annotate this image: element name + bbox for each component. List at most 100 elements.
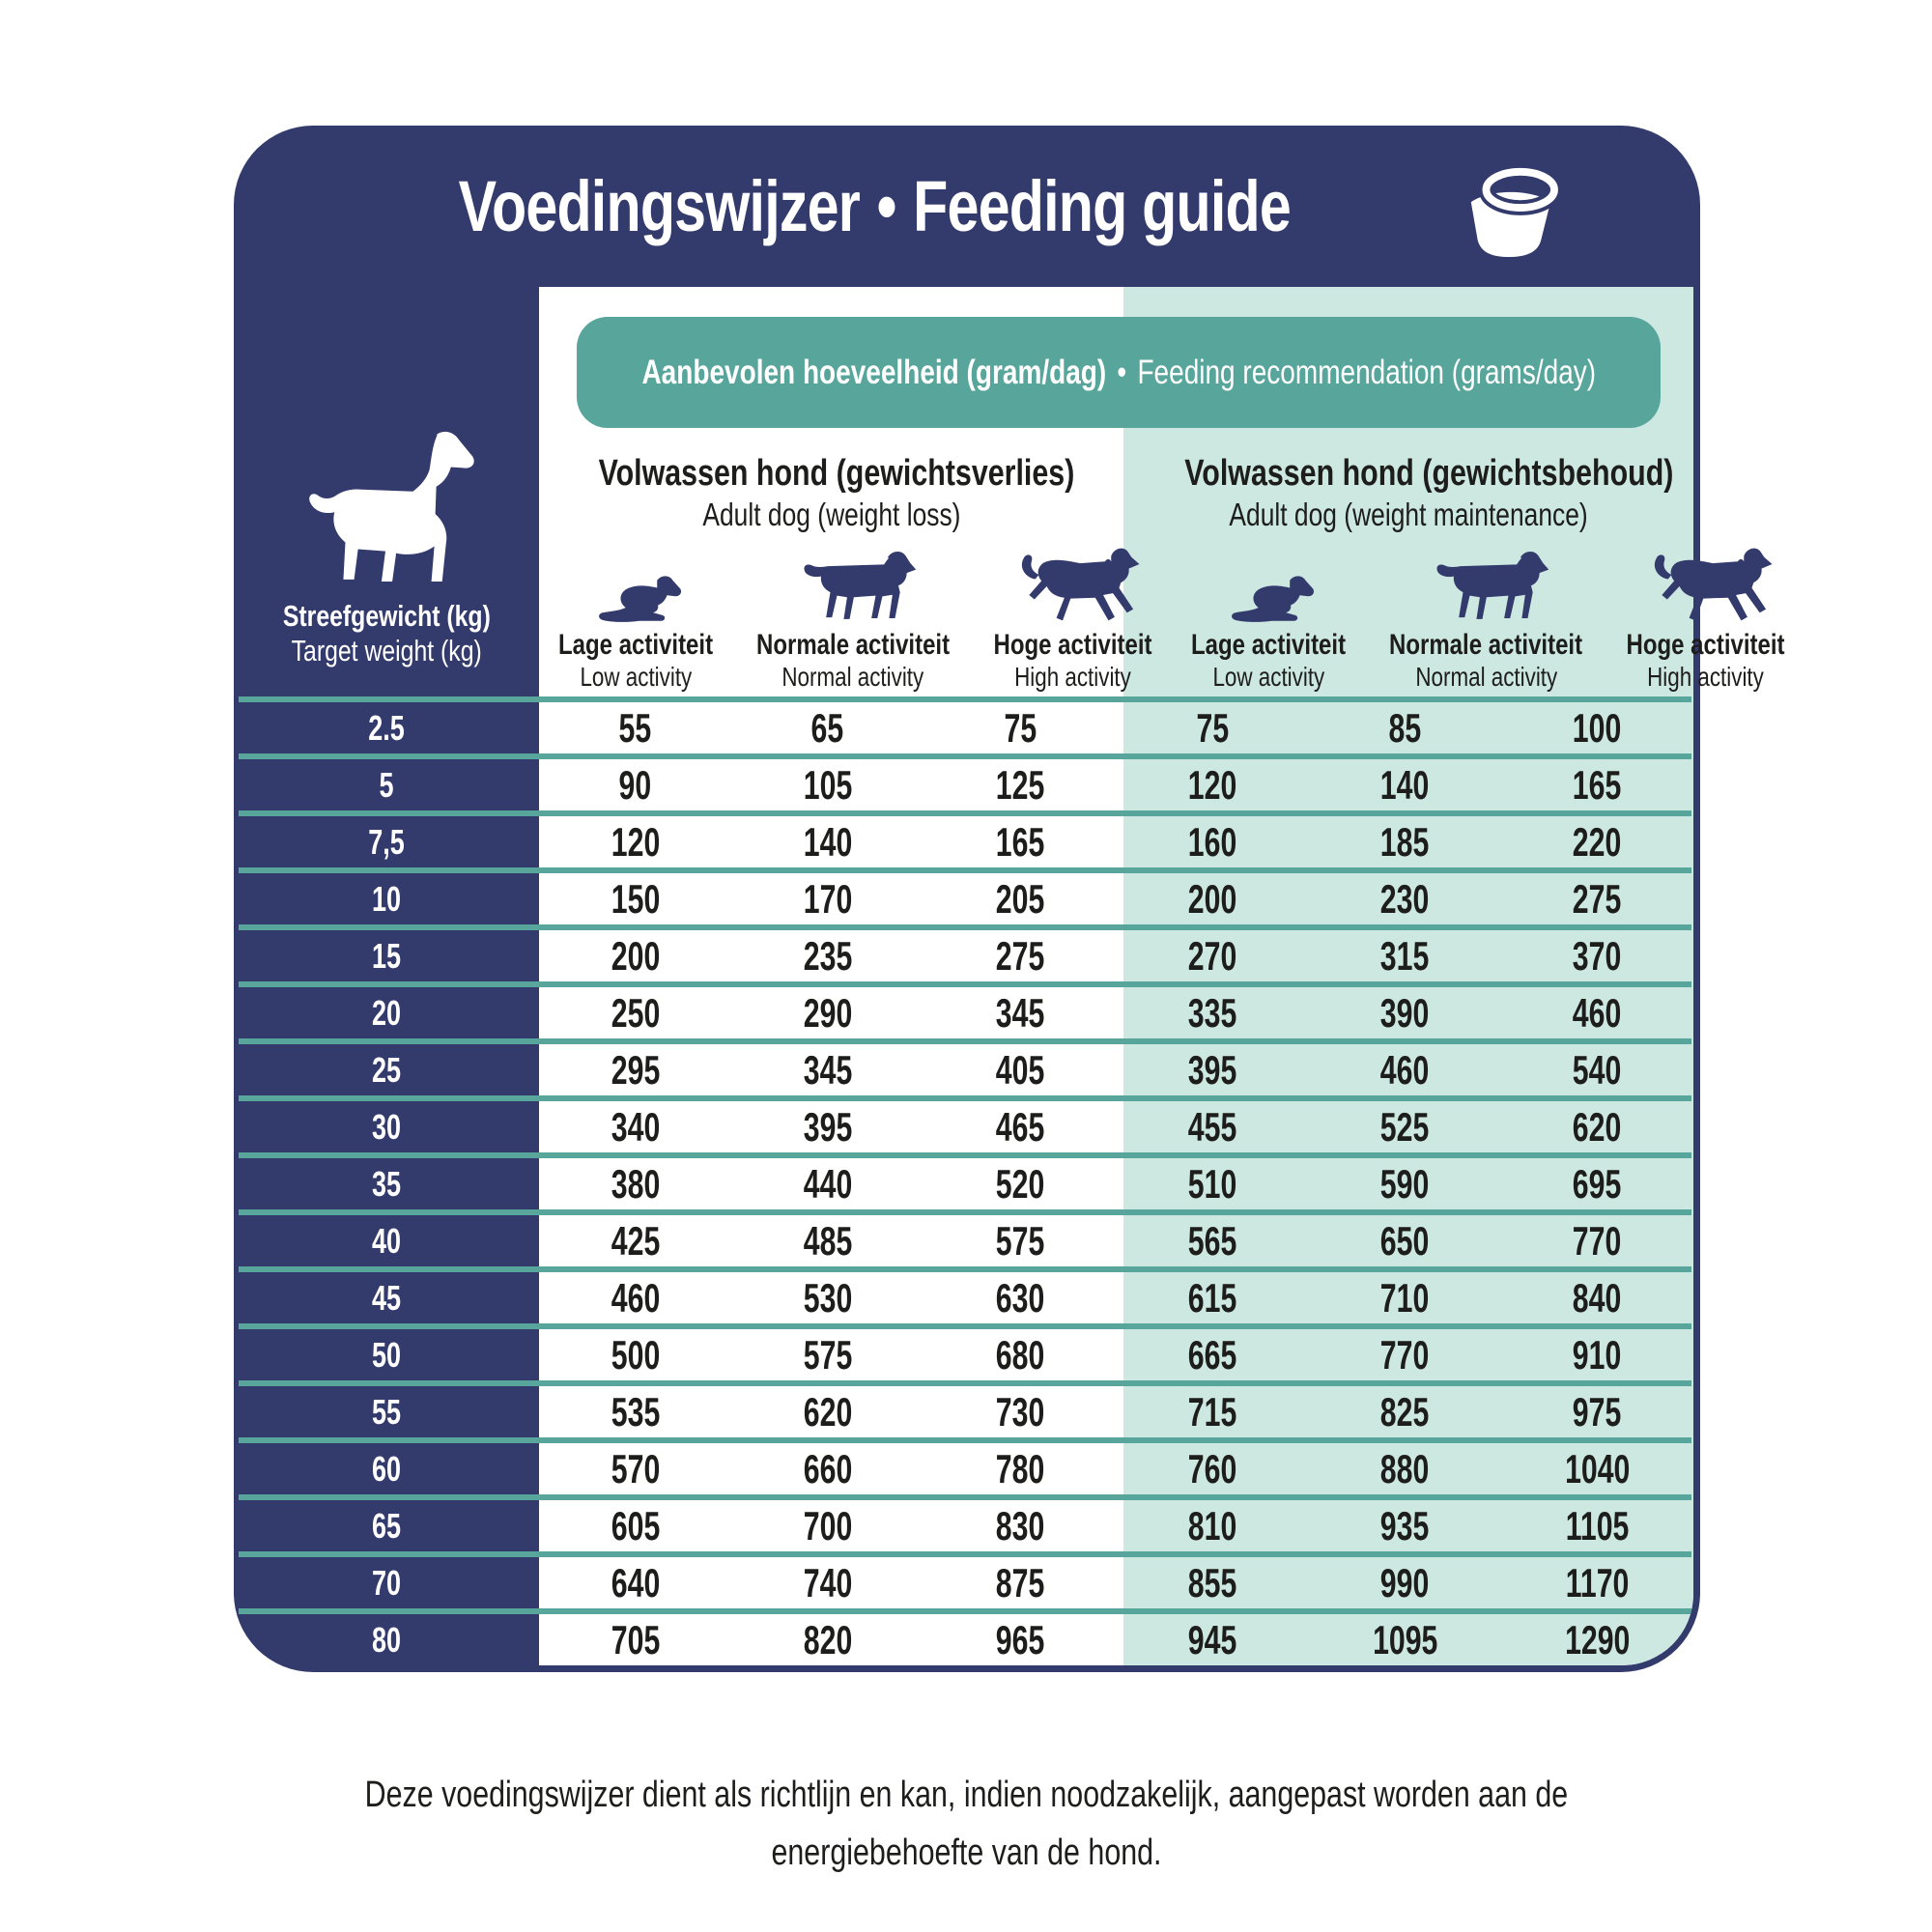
table-row: 60 570 660 780 760 880 1040	[234, 1437, 1693, 1494]
maintenance-amount-cell: 370	[1573, 932, 1622, 979]
running-dog-icon	[1639, 544, 1773, 625]
loss-amount-cell: 345	[803, 1046, 852, 1093]
standing-dog-icon	[292, 429, 481, 585]
loss-amount-cell: 630	[995, 1274, 1045, 1321]
loss-amount-cell: 820	[803, 1616, 852, 1662]
table-row: 5 90 105 125 120 140 165	[234, 753, 1693, 810]
weight-cell: 55	[371, 1391, 402, 1432]
maintenance-amount-cell: 565	[1187, 1217, 1237, 1264]
table-row: 15 200 235 275 270 315 370	[234, 924, 1693, 981]
loss-amount-cell: 575	[995, 1217, 1045, 1264]
loss-amount-cell: 340	[611, 1103, 660, 1150]
loss-amount-cell: 680	[995, 1331, 1045, 1378]
section-weight-loss: Volwassen hond (gewichtsverlies) Adult d…	[539, 452, 1123, 535]
loss-amount-cell: 875	[995, 1559, 1045, 1605]
maintenance-amount-cell: 945	[1187, 1616, 1237, 1662]
section-weight-maintenance-title-en: Adult dog (weight maintenance)	[1229, 497, 1588, 532]
maintenance-amount-cell: 1170	[1565, 1559, 1630, 1605]
weight-column-label-nl: Streefgewicht (kg)	[282, 599, 491, 633]
loss-amount-cell: 705	[611, 1616, 660, 1662]
table-row: 50 500 575 680 665 770 910	[234, 1323, 1693, 1380]
maintenance-amount-cell: 315	[1380, 932, 1430, 979]
maintenance-amount-cell: 160	[1187, 818, 1237, 865]
loss-amount-cell: 640	[611, 1559, 660, 1605]
loss-amount-cell: 535	[611, 1388, 660, 1435]
weight-cell: 5	[379, 764, 394, 805]
maintenance-amount-cell: 935	[1380, 1502, 1430, 1548]
maintenance-amount-cell: 910	[1573, 1331, 1622, 1378]
maintenance-amount-cell: 710	[1380, 1274, 1430, 1321]
weight-cell: 20	[371, 992, 402, 1033]
column-maint-normal-activity: Normale activiteit Normal activity	[1365, 543, 1606, 693]
maintenance-amount-cell: 695	[1573, 1160, 1622, 1207]
maintenance-amount-cell: 460	[1573, 989, 1622, 1036]
loss-amount-cell: 235	[803, 932, 852, 979]
lying-dog-icon	[585, 544, 686, 625]
table-row: 40 425 485 575 565 650 770	[234, 1209, 1693, 1266]
maintenance-amount-cell: 200	[1187, 875, 1237, 922]
dog-bowl-icon	[1471, 163, 1563, 257]
loss-amount-cell: 120	[611, 818, 660, 865]
running-dog-icon	[1007, 544, 1140, 625]
maintenance-amount-cell: 840	[1573, 1274, 1622, 1321]
table-row: 7,5 120 140 165 160 185 220	[234, 810, 1693, 867]
loss-amount-cell: 405	[995, 1046, 1045, 1093]
section-weight-loss-title-en: Adult dog (weight loss)	[701, 497, 961, 532]
loss-amount-cell: 830	[995, 1502, 1045, 1548]
maintenance-amount-cell: 825	[1380, 1388, 1430, 1435]
loss-amount-cell: 660	[803, 1445, 852, 1492]
maintenance-amount-cell: 1095	[1372, 1616, 1437, 1662]
footer-line-2: energiebehoefte van de hond.	[770, 1833, 1161, 1873]
loss-amount-cell: 75	[1004, 704, 1037, 751]
table-row: 35 380 440 520 510 590 695	[234, 1152, 1693, 1209]
maintenance-amount-cell: 100	[1573, 704, 1622, 751]
maintenance-amount-cell: 975	[1573, 1388, 1622, 1435]
weight-cell: 45	[371, 1277, 402, 1318]
label-low-activity-en: Low activity	[1212, 662, 1325, 692]
section-weight-loss-title-nl: Volwassen hond (gewichtsverlies)	[598, 453, 1075, 494]
weight-column-header: Streefgewicht (kg) Target weight (kg)	[234, 415, 539, 668]
loss-amount-cell: 575	[803, 1331, 852, 1378]
maintenance-amount-cell: 165	[1573, 761, 1622, 808]
band-bullet: •	[1117, 353, 1126, 391]
loss-amount-cell: 165	[995, 818, 1045, 865]
loss-amount-cell: 425	[611, 1217, 660, 1264]
loss-amount-cell: 500	[611, 1331, 660, 1378]
weight-cell: 30	[371, 1106, 402, 1147]
weight-cell: 60	[371, 1448, 402, 1489]
loss-amount-cell: 380	[611, 1160, 660, 1207]
weight-cell: 7,5	[368, 821, 405, 862]
maintenance-amount-cell: 85	[1388, 704, 1422, 751]
recommendation-band: Aanbevolen hoeveelheid (gram/dag) • Feedin…	[577, 317, 1661, 428]
maintenance-amount-cell: 1105	[1565, 1502, 1630, 1548]
label-normal-activity-nl: Normale activiteit	[756, 629, 951, 661]
loss-amount-cell: 485	[803, 1217, 852, 1264]
column-maint-high-activity: Hoge activiteit High activity	[1606, 543, 1804, 693]
maintenance-amount-cell: 460	[1380, 1046, 1430, 1093]
loss-amount-cell: 965	[995, 1616, 1045, 1662]
loss-amount-cell: 730	[995, 1388, 1045, 1435]
maintenance-amount-cell: 715	[1187, 1388, 1237, 1435]
walking-dog-icon	[789, 544, 917, 625]
loss-amount-cell: 465	[995, 1103, 1045, 1150]
loss-amount-cell: 620	[803, 1388, 852, 1435]
loss-amount-cell: 780	[995, 1445, 1045, 1492]
weight-cell: 15	[371, 935, 402, 976]
loss-amount-cell: 90	[618, 761, 652, 808]
column-loss-normal-activity: Normale activiteit Normal activity	[732, 543, 974, 693]
loss-amount-cell: 65	[810, 704, 844, 751]
maintenance-amount-cell: 270	[1187, 932, 1237, 979]
loss-amount-cell: 105	[803, 761, 852, 808]
table-row: 10 150 170 205 200 230 275	[234, 867, 1693, 924]
page-title-en: Feeding guide	[912, 166, 1292, 246]
weight-cell: 10	[371, 878, 402, 919]
maintenance-amount-cell: 665	[1187, 1331, 1237, 1378]
weight-cell: 80	[371, 1619, 402, 1660]
maintenance-amount-cell: 1040	[1564, 1445, 1631, 1492]
maintenance-amount-cell: 540	[1573, 1046, 1622, 1093]
maintenance-amount-cell: 855	[1187, 1559, 1237, 1605]
label-high-activity-nl: Hoge activiteit	[1626, 629, 1785, 661]
maintenance-amount-cell: 615	[1187, 1274, 1237, 1321]
weight-cell: 2.5	[368, 707, 405, 748]
label-low-activity-en: Low activity	[580, 662, 692, 692]
